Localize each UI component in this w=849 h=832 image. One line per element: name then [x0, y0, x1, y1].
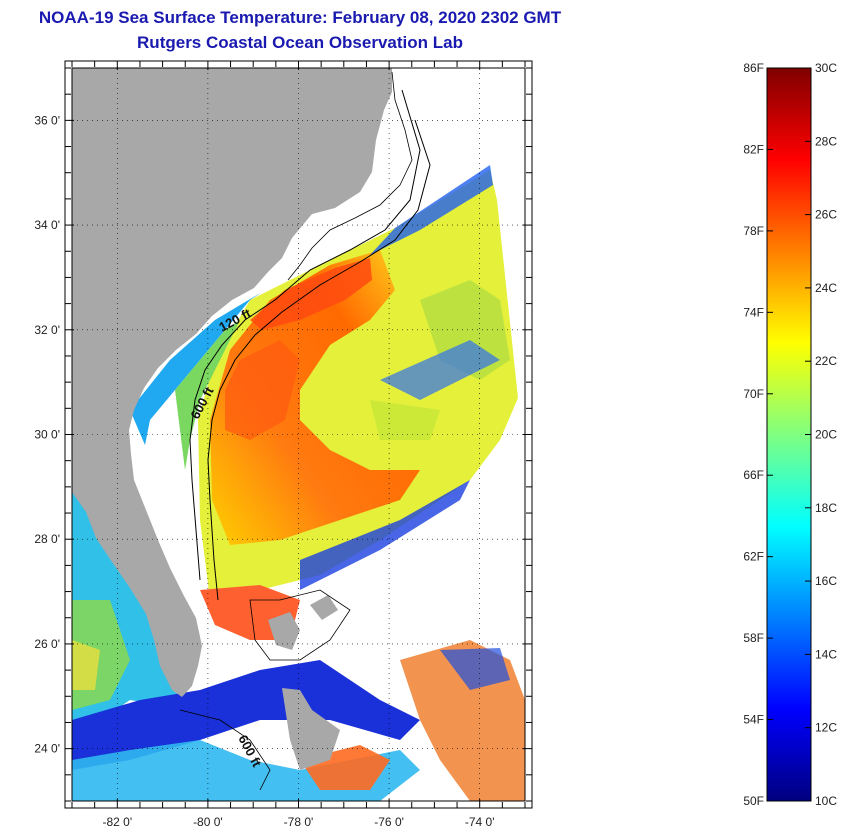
colorbar-c-label: 28C	[815, 134, 837, 148]
gulf-stream-hot	[250, 258, 372, 330]
lat-tick-label: 34 0'	[34, 218, 60, 232]
land-cuba	[282, 688, 340, 770]
colorbar-c-label: 26C	[815, 208, 837, 222]
lon-tick-label: -80 0'	[193, 815, 223, 829]
lat-tick-label: 30 0'	[34, 428, 60, 442]
cool-streak-south	[300, 480, 470, 590]
keys-south-data	[72, 660, 420, 770]
lat-tick-label: 26 0'	[34, 637, 60, 651]
lat-tick-label: 36 0'	[34, 113, 60, 127]
colorbar-f-label: 70F	[743, 387, 764, 401]
land-bahamas-andros	[268, 612, 300, 650]
axis-labels: -82 0' -80 0' -78 0' -76 0' -74 0' 24 0' 26 0'…	[34, 113, 494, 829]
colorbar-c-label: 14C	[815, 647, 837, 661]
map-title: NOAA-19 Sea Surface Temperature: Februar…	[38, 8, 562, 27]
lon-tick-label: -82 0'	[102, 815, 132, 829]
colorbar-c-label: 18C	[815, 501, 837, 515]
coastline-outline	[287, 71, 413, 281]
contour-600ft	[207, 119, 431, 601]
colorbar-gradient	[766, 67, 812, 802]
colorbar-fahrenheit-labels: 86F 82F 78F 74F 70F 66F 62F 58F 54F 50F	[743, 61, 773, 808]
colorbar-c-label: 20C	[815, 428, 837, 442]
colorbar-c-label: 16C	[815, 574, 837, 588]
colorbar-celsius-labels: 30C 28C 26C 24C 22C 20C 18C 16C 14C 12C 10C	[805, 61, 837, 808]
colorbar-c-label: 24C	[815, 281, 837, 295]
land-bahamas-abaco	[310, 595, 338, 620]
lat-tick-label: 32 0'	[34, 323, 60, 337]
lon-tick-label: -78 0'	[284, 815, 314, 829]
colorbar-f-label: 78F	[743, 224, 764, 238]
colorbar-c-label: 12C	[815, 721, 837, 735]
contour-keys	[179, 709, 271, 791]
lon-tick-label: -76 0'	[374, 815, 404, 829]
colorbar-f-label: 82F	[743, 142, 764, 156]
lat-tick-label: 28 0'	[34, 532, 60, 546]
colorbar-f-label: 58F	[743, 631, 764, 645]
colorbar-c-label: 10C	[815, 794, 837, 808]
lon-tick-label: -74 0'	[465, 815, 495, 829]
gulf-stream-hot-2	[225, 340, 300, 440]
colorbar-f-label: 86F	[743, 61, 764, 75]
gulf-of-mexico-yellow	[72, 640, 100, 690]
sst-green-patch-2	[370, 400, 440, 440]
contour-bahamas	[249, 589, 351, 661]
colorbar-f-label: 74F	[743, 305, 764, 319]
colorbar-f-label: 50F	[743, 794, 764, 808]
lat-tick-label: 24 0'	[34, 742, 60, 756]
colorbar-c-label: 22C	[815, 354, 837, 368]
axis-ticks	[65, 61, 532, 808]
cool-streak-east	[380, 340, 500, 400]
map-subtitle: Rutgers Coastal Ocean Observation Lab	[137, 33, 463, 52]
colorbar-f-label: 62F	[743, 550, 764, 564]
graticule	[72, 68, 525, 801]
contour-120ft	[189, 89, 421, 581]
colorbar-f-label: 66F	[743, 468, 764, 482]
colorbar-f-label: 54F	[743, 713, 764, 727]
caribbean-blue-data	[440, 648, 510, 690]
colorbar-c-label: 30C	[815, 61, 837, 75]
coastal-cool-band	[130, 292, 262, 445]
